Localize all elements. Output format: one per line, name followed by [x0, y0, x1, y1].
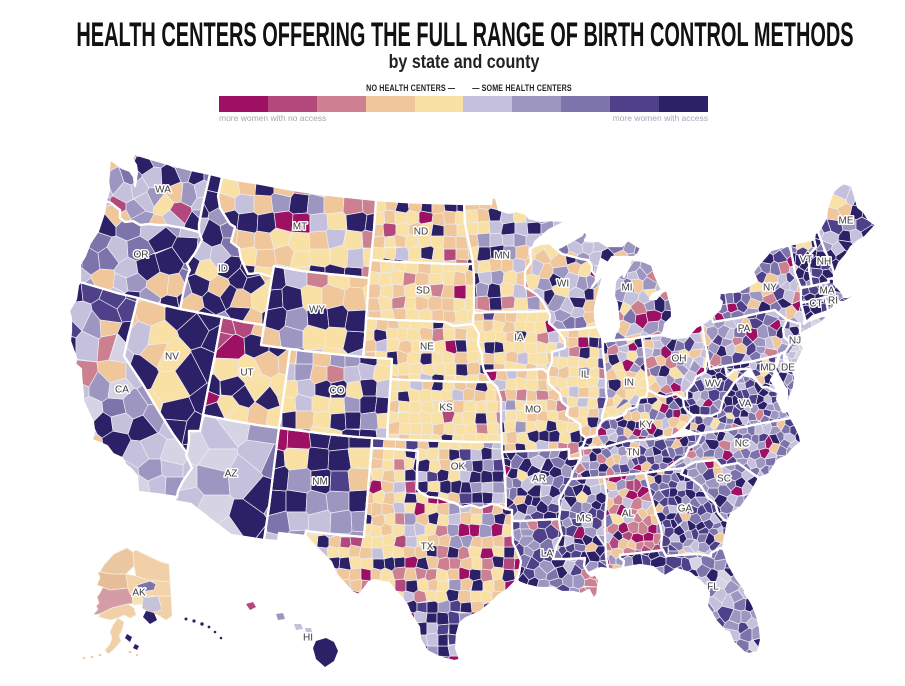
svg-text:AK: AK	[132, 588, 146, 599]
svg-text:SC: SC	[717, 474, 731, 485]
svg-text:PA: PA	[738, 324, 751, 335]
svg-text:MD: MD	[760, 363, 776, 374]
svg-text:NV: NV	[165, 352, 179, 363]
svg-text:KS: KS	[439, 403, 453, 414]
svg-text:MS: MS	[577, 514, 592, 525]
svg-text:TX: TX	[421, 542, 434, 553]
svg-text:NM: NM	[312, 477, 328, 488]
svg-text:OK: OK	[451, 462, 466, 473]
svg-text:ID: ID	[218, 264, 228, 275]
svg-text:SD: SD	[416, 286, 430, 297]
svg-text:CO: CO	[330, 386, 345, 397]
svg-text:AL: AL	[622, 509, 635, 520]
svg-text:MI: MI	[621, 283, 632, 294]
svg-text:IL: IL	[581, 370, 590, 381]
svg-text:NH: NH	[817, 257, 831, 268]
svg-text:MA: MA	[820, 286, 835, 297]
svg-text:KY: KY	[639, 420, 653, 431]
svg-text:WV: WV	[705, 379, 721, 390]
svg-text:VA: VA	[739, 399, 752, 410]
svg-text:TN: TN	[626, 448, 639, 459]
svg-text:NJ: NJ	[789, 336, 801, 347]
svg-text:CA: CA	[115, 385, 129, 396]
svg-text:AR: AR	[532, 474, 546, 485]
svg-text:IA: IA	[514, 333, 524, 344]
svg-text:GA: GA	[678, 504, 693, 515]
svg-text:MT: MT	[293, 222, 307, 233]
svg-text:OH: OH	[672, 354, 687, 365]
svg-text:ND: ND	[414, 227, 428, 238]
svg-text:NY: NY	[763, 283, 777, 294]
svg-text:WI: WI	[557, 279, 569, 290]
svg-text:MO: MO	[525, 405, 541, 416]
svg-text:NC: NC	[735, 439, 749, 450]
svg-text:DE: DE	[781, 363, 795, 374]
svg-text:CT: CT	[809, 299, 822, 310]
svg-text:AZ: AZ	[225, 469, 238, 480]
svg-text:MN: MN	[494, 251, 510, 262]
svg-text:WY: WY	[309, 305, 325, 316]
svg-text:UT: UT	[240, 368, 253, 379]
svg-text:VT: VT	[800, 255, 813, 266]
svg-text:RI: RI	[828, 296, 838, 307]
svg-text:FL: FL	[707, 582, 719, 593]
svg-text:ME: ME	[839, 216, 854, 227]
svg-text:OR: OR	[134, 250, 149, 261]
svg-text:WA: WA	[155, 185, 171, 196]
svg-text:LA: LA	[541, 549, 554, 560]
svg-text:NE: NE	[420, 342, 434, 353]
svg-text:HI: HI	[303, 633, 313, 644]
svg-text:IN: IN	[624, 378, 634, 389]
